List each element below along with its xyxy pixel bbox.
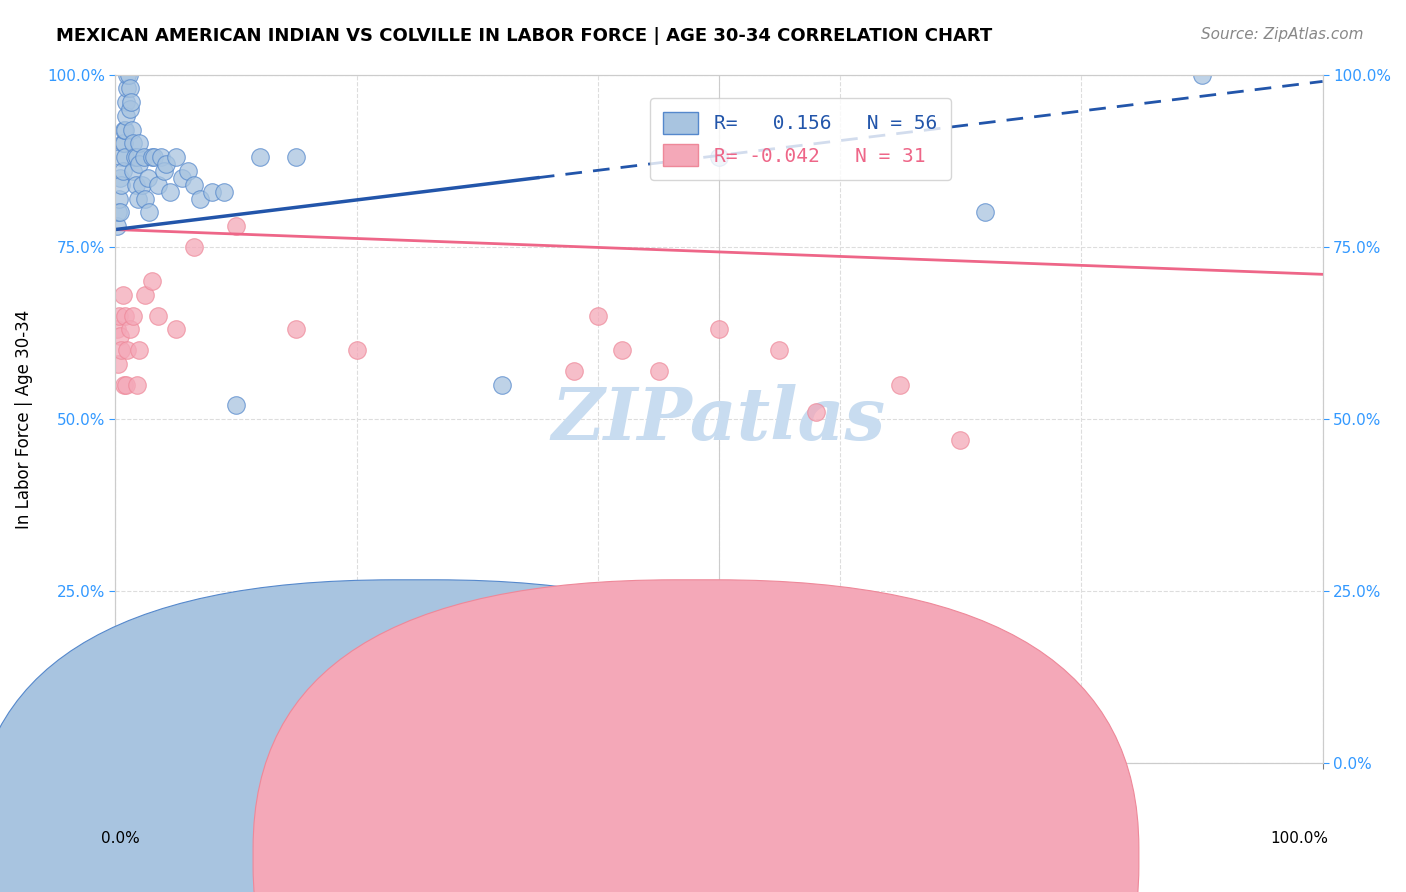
Point bbox=[707, 150, 730, 164]
Point bbox=[146, 309, 169, 323]
Point bbox=[491, 377, 513, 392]
Point bbox=[115, 95, 138, 109]
Point bbox=[121, 122, 143, 136]
Point bbox=[131, 178, 153, 192]
Point bbox=[118, 322, 141, 336]
Point bbox=[117, 68, 139, 82]
Point bbox=[141, 150, 163, 164]
Point bbox=[115, 109, 138, 123]
Point bbox=[111, 164, 134, 178]
Point bbox=[117, 343, 139, 357]
Point bbox=[188, 192, 211, 206]
Point bbox=[108, 309, 131, 323]
Point bbox=[107, 357, 129, 371]
Point bbox=[285, 150, 308, 164]
Point bbox=[108, 329, 131, 343]
Point bbox=[136, 170, 159, 185]
Point bbox=[225, 219, 247, 233]
Point bbox=[108, 192, 131, 206]
Point bbox=[114, 122, 136, 136]
Point bbox=[134, 288, 156, 302]
Point bbox=[122, 309, 145, 323]
Point bbox=[889, 377, 911, 392]
Point bbox=[110, 343, 132, 357]
Text: ZIPatlas: ZIPatlas bbox=[553, 384, 886, 455]
Point bbox=[146, 178, 169, 192]
Point bbox=[159, 185, 181, 199]
Point bbox=[114, 150, 136, 164]
Point bbox=[804, 405, 827, 419]
Point bbox=[112, 122, 135, 136]
Point bbox=[142, 150, 165, 164]
Legend: R=   0.156   N = 56, R= -0.042   N = 31: R= 0.156 N = 56, R= -0.042 N = 31 bbox=[650, 98, 950, 180]
Point bbox=[110, 150, 132, 164]
Point bbox=[973, 205, 995, 219]
Y-axis label: In Labor Force | Age 30-34: In Labor Force | Age 30-34 bbox=[15, 310, 32, 529]
Point bbox=[108, 205, 131, 219]
Point bbox=[165, 150, 187, 164]
Point bbox=[285, 322, 308, 336]
Point bbox=[118, 81, 141, 95]
Text: 0.0%: 0.0% bbox=[101, 831, 141, 846]
Point bbox=[128, 136, 150, 151]
Point bbox=[117, 81, 139, 95]
Point bbox=[346, 343, 368, 357]
Point bbox=[125, 178, 148, 192]
Point bbox=[111, 136, 134, 151]
Point bbox=[117, 68, 139, 82]
Point bbox=[249, 150, 271, 164]
Text: MEXICAN AMERICAN INDIAN VS COLVILLE IN LABOR FORCE | AGE 30-34 CORRELATION CHART: MEXICAN AMERICAN INDIAN VS COLVILLE IN L… bbox=[56, 27, 993, 45]
Point bbox=[114, 309, 136, 323]
Text: Source: ZipAtlas.com: Source: ZipAtlas.com bbox=[1201, 27, 1364, 42]
Point bbox=[562, 364, 585, 378]
Point bbox=[105, 219, 128, 233]
Point bbox=[768, 343, 790, 357]
Point bbox=[150, 150, 173, 164]
Text: Mexican American Indians: Mexican American Indians bbox=[437, 800, 638, 814]
Point bbox=[1191, 68, 1213, 82]
Text: 100.0%: 100.0% bbox=[1271, 831, 1329, 846]
Point bbox=[105, 322, 128, 336]
Text: Colville: Colville bbox=[752, 800, 807, 814]
Point bbox=[125, 377, 148, 392]
Point bbox=[127, 192, 149, 206]
Point bbox=[138, 205, 160, 219]
Point bbox=[115, 377, 138, 392]
Point bbox=[707, 322, 730, 336]
Point bbox=[108, 170, 131, 185]
Point bbox=[128, 343, 150, 357]
Point bbox=[128, 157, 150, 171]
Point bbox=[120, 95, 142, 109]
Point bbox=[201, 185, 224, 199]
Point bbox=[212, 185, 235, 199]
Point bbox=[112, 136, 135, 151]
Point bbox=[122, 136, 145, 151]
Point bbox=[125, 150, 148, 164]
Point bbox=[118, 102, 141, 116]
Point bbox=[152, 164, 174, 178]
Point bbox=[647, 364, 669, 378]
Point bbox=[225, 398, 247, 412]
Point bbox=[122, 164, 145, 178]
Point bbox=[949, 433, 972, 447]
Point bbox=[155, 157, 177, 171]
Point bbox=[612, 343, 634, 357]
Point bbox=[107, 205, 129, 219]
Point bbox=[134, 150, 156, 164]
Point bbox=[165, 322, 187, 336]
Point bbox=[183, 240, 205, 254]
Point bbox=[112, 377, 135, 392]
Point bbox=[134, 192, 156, 206]
Point bbox=[170, 170, 193, 185]
Point bbox=[141, 274, 163, 288]
Point bbox=[110, 178, 132, 192]
Point bbox=[111, 288, 134, 302]
Point bbox=[586, 309, 609, 323]
Point bbox=[177, 164, 200, 178]
Point bbox=[183, 178, 205, 192]
Point bbox=[124, 150, 146, 164]
